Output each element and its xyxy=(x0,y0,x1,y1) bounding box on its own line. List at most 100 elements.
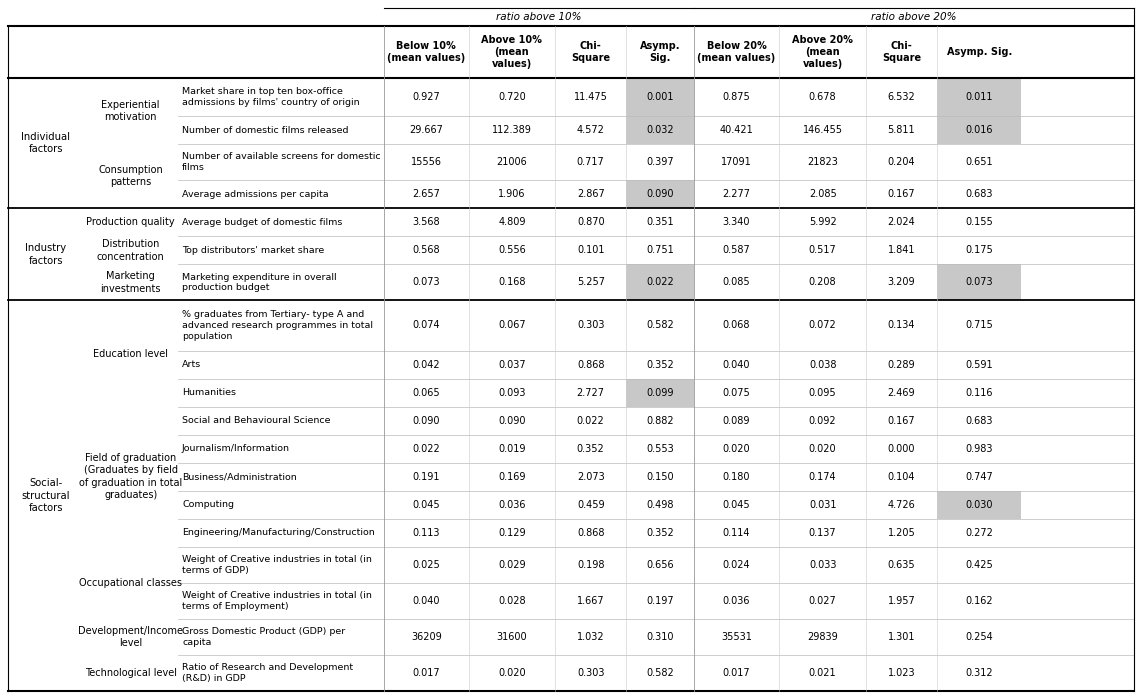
Text: 0.045: 0.045 xyxy=(723,500,750,510)
Text: 0.198: 0.198 xyxy=(577,560,604,570)
Text: Social-
structural
factors: Social- structural factors xyxy=(22,478,70,513)
Text: 0.254: 0.254 xyxy=(965,632,994,642)
Text: Education level: Education level xyxy=(94,349,168,359)
Text: 2.024: 2.024 xyxy=(887,217,916,227)
Text: 0.312: 0.312 xyxy=(965,668,994,678)
Text: 1.301: 1.301 xyxy=(887,632,915,642)
Text: 0.498: 0.498 xyxy=(646,500,674,510)
Text: 0.042: 0.042 xyxy=(412,359,440,370)
Text: 0.747: 0.747 xyxy=(965,472,994,482)
Text: 0.591: 0.591 xyxy=(965,359,994,370)
Text: 0.089: 0.089 xyxy=(723,416,750,426)
Text: 0.099: 0.099 xyxy=(646,387,674,398)
Text: 3.340: 3.340 xyxy=(723,217,750,227)
Text: 0.717: 0.717 xyxy=(577,157,604,167)
Text: 17091: 17091 xyxy=(721,157,751,167)
Text: 0.104: 0.104 xyxy=(887,472,915,482)
Text: Asymp. Sig.: Asymp. Sig. xyxy=(947,47,1012,57)
Text: 0.000: 0.000 xyxy=(887,444,915,454)
Text: 0.020: 0.020 xyxy=(498,668,525,678)
Text: 0.027: 0.027 xyxy=(809,596,837,606)
Text: 1.023: 1.023 xyxy=(887,668,915,678)
Text: 0.072: 0.072 xyxy=(809,320,837,331)
Text: 40.421: 40.421 xyxy=(719,125,754,135)
Text: Market share in top ten box-office
admissions by films' country of origin: Market share in top ten box-office admis… xyxy=(182,87,360,107)
Text: 0.927: 0.927 xyxy=(412,92,440,102)
Text: 0.092: 0.092 xyxy=(809,416,836,426)
Text: 0.101: 0.101 xyxy=(577,245,604,255)
Text: Development/Income
level: Development/Income level xyxy=(79,626,183,648)
Text: 0.162: 0.162 xyxy=(965,596,994,606)
Text: Social and Behavioural Science: Social and Behavioural Science xyxy=(182,416,330,425)
Text: 21823: 21823 xyxy=(807,157,838,167)
Text: 0.678: 0.678 xyxy=(809,92,836,102)
Text: 0.075: 0.075 xyxy=(723,387,750,398)
Text: 0.019: 0.019 xyxy=(498,444,525,454)
Text: 0.028: 0.028 xyxy=(498,596,525,606)
Text: 0.868: 0.868 xyxy=(577,528,604,538)
Text: 0.073: 0.073 xyxy=(965,278,994,287)
Text: 0.651: 0.651 xyxy=(965,157,994,167)
Text: Above 20%
(mean
values): Above 20% (mean values) xyxy=(793,36,853,69)
Text: 0.030: 0.030 xyxy=(965,500,992,510)
Text: Marketing expenditure in overall
production budget: Marketing expenditure in overall product… xyxy=(182,273,337,292)
Text: 0.720: 0.720 xyxy=(498,92,525,102)
Text: 0.180: 0.180 xyxy=(723,472,750,482)
Text: 0.425: 0.425 xyxy=(965,560,994,570)
Text: 0.017: 0.017 xyxy=(412,668,440,678)
Text: Marketing
investments: Marketing investments xyxy=(100,271,161,294)
Text: Production quality: Production quality xyxy=(87,217,175,227)
Text: 0.352: 0.352 xyxy=(646,359,674,370)
Text: 0.208: 0.208 xyxy=(809,278,836,287)
Text: 0.090: 0.090 xyxy=(498,416,525,426)
Text: 0.150: 0.150 xyxy=(646,472,674,482)
Text: 0.095: 0.095 xyxy=(809,387,836,398)
Text: 0.011: 0.011 xyxy=(965,92,992,102)
Text: 0.020: 0.020 xyxy=(809,444,836,454)
Text: 3.568: 3.568 xyxy=(412,217,440,227)
Text: Average admissions per capita: Average admissions per capita xyxy=(182,189,329,199)
Text: 1.205: 1.205 xyxy=(887,528,916,538)
Text: 0.020: 0.020 xyxy=(723,444,750,454)
Text: Industry
factors: Industry factors xyxy=(25,243,66,266)
Text: 0.303: 0.303 xyxy=(577,320,604,331)
Text: Gross Domestic Product (GDP) per
capita: Gross Domestic Product (GDP) per capita xyxy=(182,627,345,647)
Text: 0.036: 0.036 xyxy=(498,500,525,510)
Text: Business/Administration: Business/Administration xyxy=(182,473,297,481)
Text: 21006: 21006 xyxy=(497,157,528,167)
Text: 0.191: 0.191 xyxy=(412,472,440,482)
Text: Below 20%
(mean values): Below 20% (mean values) xyxy=(698,41,775,63)
Text: 0.001: 0.001 xyxy=(646,92,674,102)
Text: Consumption
patterns: Consumption patterns xyxy=(98,165,163,187)
Text: 0.074: 0.074 xyxy=(412,320,440,331)
Text: 2.277: 2.277 xyxy=(723,189,750,199)
Text: 0.582: 0.582 xyxy=(646,320,674,331)
Text: 2.727: 2.727 xyxy=(577,387,605,398)
Text: 0.715: 0.715 xyxy=(965,320,994,331)
Text: 0.090: 0.090 xyxy=(412,416,440,426)
Text: 0.167: 0.167 xyxy=(887,189,915,199)
Text: Field of graduation
(Graduates by field
of graduation in total
graduates): Field of graduation (Graduates by field … xyxy=(79,453,183,500)
Text: Computing: Computing xyxy=(182,500,234,510)
Text: 0.116: 0.116 xyxy=(965,387,992,398)
Text: Humanities: Humanities xyxy=(182,388,236,397)
Bar xyxy=(936,491,1021,519)
Text: 4.726: 4.726 xyxy=(887,500,916,510)
Text: 0.024: 0.024 xyxy=(723,560,750,570)
Text: Top distributors' market share: Top distributors' market share xyxy=(182,246,324,255)
Text: 0.032: 0.032 xyxy=(646,125,674,135)
Text: 1.032: 1.032 xyxy=(577,632,604,642)
Text: 0.031: 0.031 xyxy=(809,500,836,510)
Bar xyxy=(936,78,1021,116)
Text: 35531: 35531 xyxy=(721,632,751,642)
Text: 0.352: 0.352 xyxy=(646,528,674,538)
Text: 0.310: 0.310 xyxy=(646,632,674,642)
Text: 0.029: 0.029 xyxy=(498,560,525,570)
Text: 0.169: 0.169 xyxy=(498,472,525,482)
Text: 1.906: 1.906 xyxy=(498,189,525,199)
Text: 0.033: 0.033 xyxy=(809,560,836,570)
Text: % graduates from Tertiary- type A and
advanced research programmes in total
popu: % graduates from Tertiary- type A and ad… xyxy=(182,310,373,340)
Text: Chi-
Square: Chi- Square xyxy=(882,41,922,63)
Text: 1.667: 1.667 xyxy=(577,596,604,606)
Text: 4.809: 4.809 xyxy=(498,217,525,227)
